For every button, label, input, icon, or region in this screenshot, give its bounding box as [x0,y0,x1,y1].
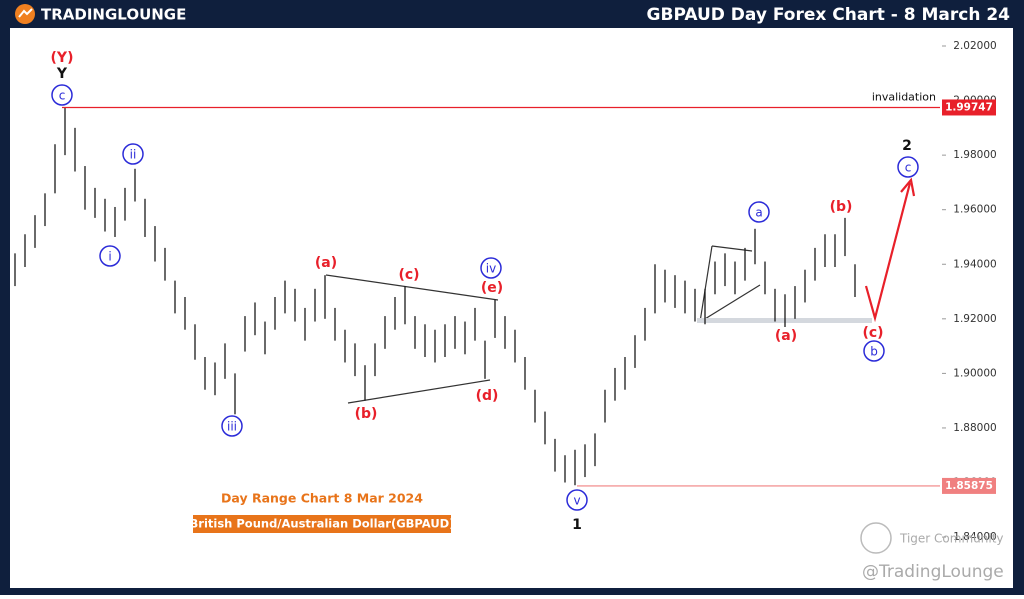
wave-label: b [870,345,878,359]
wave-circle [51,84,73,106]
wave-label: v [573,494,580,508]
watermark: @TradingLounge [862,562,1004,582]
wave-label: Y [56,66,68,82]
wave-circle [122,143,144,165]
wave-label: (c) [398,267,419,283]
level-note: invalidation [872,90,936,103]
y-tick-label: 2.02000 [953,40,996,52]
logo-icon [15,4,35,24]
level-box [942,99,996,116]
wave-circle [221,415,243,437]
wave-circle [480,257,502,279]
wave-label: (a) [775,328,797,344]
y-tick-label: 1.90000 [953,367,996,379]
projection-arrow [864,177,916,323]
chart-title: GBPAUD Day Forex Chart - 8 March 24 [647,5,1011,25]
wave-label: c [59,89,66,103]
y-tick-label: 1.98000 [953,149,996,161]
wave-label: (Y) [51,50,74,66]
trendlines [325,245,761,404]
watermark: Tiger Community [899,532,1004,546]
wave-label: 2 [902,138,912,154]
wave-circle [748,201,770,223]
y-tick-label: 1.94000 [953,258,996,270]
wave-circle [897,156,919,178]
wave-label: (e) [481,280,503,296]
wave-circle [99,245,121,267]
brand: TRADINGLOUNGE [41,6,186,24]
wave-label: iv [486,262,496,276]
wave-label: ii [130,148,137,162]
watermark-icon [860,522,892,554]
wave-label: (b) [830,199,853,215]
level-label: 1.85875 [945,480,993,492]
wave-label: i [108,250,111,264]
wave-label: 1 [572,517,582,533]
y-tick-label: 1.88000 [953,422,996,434]
wave-circle [566,489,588,511]
wave-circle [863,340,885,362]
y-tick-label: 1.84000 [953,531,996,543]
subcaption-box [193,515,451,533]
wave-label: iii [227,420,237,434]
wave-label: (d) [476,388,499,404]
wave-label: c [905,161,912,175]
y-tick-label: 1.92000 [953,313,996,325]
y-tick-label: 1.96000 [953,204,996,216]
logo-mark [18,8,33,18]
caption: Day Range Chart 8 Mar 2024 [221,491,423,506]
wave-label: (a) [315,255,337,271]
level-label: 1.99747 [945,101,993,113]
plot-area [10,28,1013,588]
wave-label: a [755,206,762,220]
wave-label: (b) [355,406,378,422]
subcaption: British Pound/Australian Dollar(GBPAUD) [190,517,455,531]
level-box [942,477,996,494]
wave-label: (c) [862,325,883,341]
